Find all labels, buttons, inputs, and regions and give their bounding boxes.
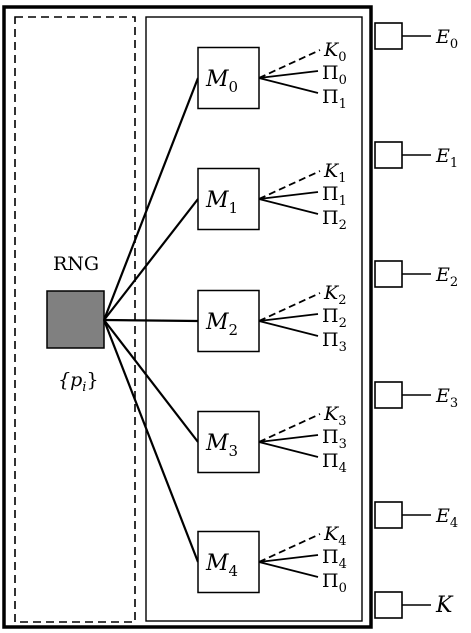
output-link-0-a (258, 70, 319, 79)
key-link-1 (258, 170, 321, 200)
output-link-3-b (258, 441, 319, 458)
output-label-1-a: Π1 (322, 183, 347, 209)
port-box-3 (374, 381, 403, 409)
rng-box (46, 290, 105, 349)
rng-link-2 (103, 318, 199, 323)
module-box-4 (197, 530, 260, 594)
rng-link-3 (103, 319, 199, 443)
port-label-0: E0 (435, 26, 458, 52)
module-label-4: M4 (205, 551, 238, 580)
rng-link-0 (102, 77, 200, 321)
port-box-1 (374, 141, 403, 169)
key-label-0: K0 (323, 39, 346, 65)
port-label-2: E2 (435, 264, 458, 290)
port-label-1: E1 (435, 145, 458, 171)
port-box-4 (374, 501, 403, 529)
output-link-4-a (258, 554, 319, 563)
outer-frame (2, 5, 373, 629)
key-link-4 (258, 533, 321, 563)
module-label-0: M0 (205, 67, 238, 96)
output-link-2-a (258, 313, 319, 322)
module-region (145, 16, 363, 622)
key-link-3 (258, 413, 321, 443)
output-label-0-a: Π0 (322, 62, 347, 88)
output-label-4-a: Π4 (322, 546, 347, 572)
output-link-0-b (258, 77, 319, 94)
port-label-4: E4 (435, 505, 458, 531)
output-label-3-a: Π3 (322, 426, 347, 452)
key-label-2: K2 (323, 282, 346, 308)
module-label-3: M3 (205, 431, 238, 460)
output-label-1-b: Π2 (322, 207, 347, 233)
rng-label: RNG (53, 253, 99, 275)
output-link-3-a (258, 434, 319, 443)
output-label-2-b: Π3 (322, 329, 347, 355)
output-link-1-b (258, 198, 319, 215)
port-box-5 (374, 591, 403, 619)
output-label-3-b: Π4 (322, 450, 347, 476)
output-label-2-a: Π2 (322, 305, 347, 331)
rng-probability-label: {pi} (58, 369, 99, 395)
module-label-2: M2 (205, 310, 238, 339)
output-label-0-b: Π1 (322, 86, 347, 112)
port-group: E0 E1 E2 E3 E4 K (374, 22, 458, 619)
port-box-2 (374, 260, 403, 288)
output-link-4-b (258, 561, 319, 578)
key-link-0 (258, 49, 321, 79)
module-box-0 (197, 46, 260, 110)
output-link-1-a (258, 191, 319, 200)
key-link-2 (258, 292, 321, 322)
rng-connections (102, 77, 200, 563)
port-box-0 (374, 22, 403, 50)
module-box-3 (197, 410, 260, 474)
rng-link-4 (102, 319, 200, 563)
output-link-2-b (258, 320, 319, 337)
key-label-3: K3 (323, 403, 346, 429)
output-label-4-b: Π0 (322, 570, 347, 596)
port-label-5: K (435, 593, 454, 618)
key-label-4: K4 (323, 523, 346, 549)
key-label-1: K1 (323, 160, 346, 186)
module-label-1: M1 (205, 188, 238, 217)
port-label-3: E3 (435, 385, 458, 411)
rng-link-1 (103, 198, 199, 321)
